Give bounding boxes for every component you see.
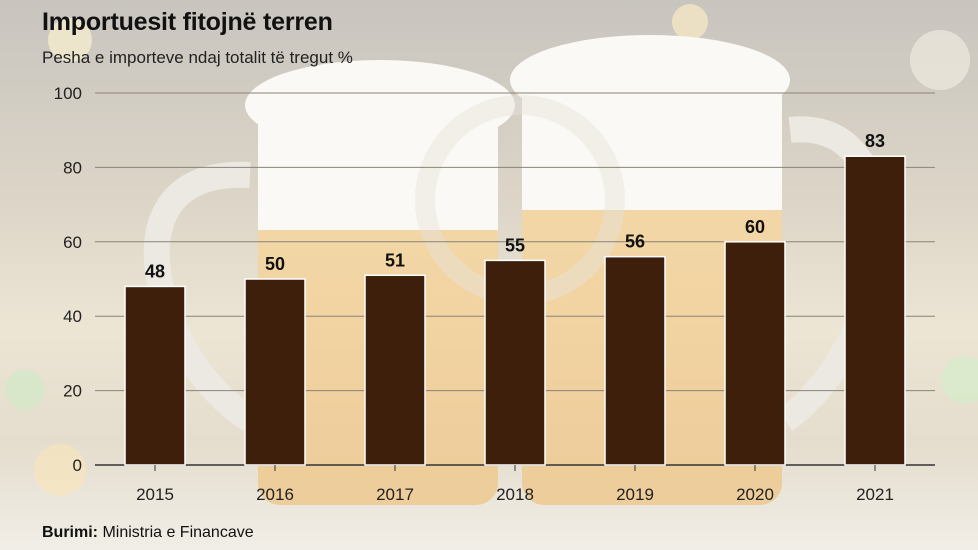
y-tick-label: 40 <box>63 307 82 326</box>
chart-subtitle: Pesha e importeve ndaj totalit të tregut… <box>42 48 353 67</box>
source-text: Ministria e Financave <box>102 524 254 541</box>
y-tick-label: 20 <box>63 382 82 401</box>
x-tick-label-2016: 2016 <box>256 485 294 504</box>
y-tick-label: 60 <box>63 233 82 252</box>
y-tick-label: 100 <box>54 84 82 103</box>
bar-2021 <box>844 155 906 466</box>
bars: 48 50 51 55 56 60 83 <box>124 131 906 466</box>
source-note: Burimi: Ministria e Financave <box>42 524 254 542</box>
bar-2016 <box>244 278 306 466</box>
source-label: Burimi: <box>42 524 98 541</box>
data-label-2018: 55 <box>505 235 525 255</box>
data-label-2015: 48 <box>145 261 165 281</box>
bar-2015 <box>124 285 186 466</box>
x-axis-ticks: 2015 2016 2017 2018 2019 2020 2021 <box>136 465 894 504</box>
gridlines <box>95 92 935 466</box>
x-tick-label-2019: 2019 <box>616 485 654 504</box>
x-tick-label-2018: 2018 <box>496 485 534 504</box>
x-tick-label-2015: 2015 <box>136 485 174 504</box>
data-label-2021: 83 <box>865 131 885 151</box>
bar-2020 <box>724 241 786 466</box>
bar-2019 <box>604 255 666 466</box>
y-tick-label: 0 <box>73 456 82 475</box>
data-label-2020: 60 <box>745 217 765 237</box>
data-label-2016: 50 <box>265 254 285 274</box>
x-tick-label-2021: 2021 <box>856 485 894 504</box>
bar-2017 <box>364 274 426 466</box>
y-tick-label: 80 <box>63 158 82 177</box>
bar-2018 <box>484 259 546 466</box>
y-axis-ticks: 0 20 40 60 80 100 <box>54 84 82 475</box>
chart-title: Importuesit fitojnë terren <box>42 8 333 36</box>
data-label-2017: 51 <box>385 250 405 270</box>
data-label-2019: 56 <box>625 232 645 252</box>
x-tick-label-2020: 2020 <box>736 485 774 504</box>
x-tick-label-2017: 2017 <box>376 485 414 504</box>
